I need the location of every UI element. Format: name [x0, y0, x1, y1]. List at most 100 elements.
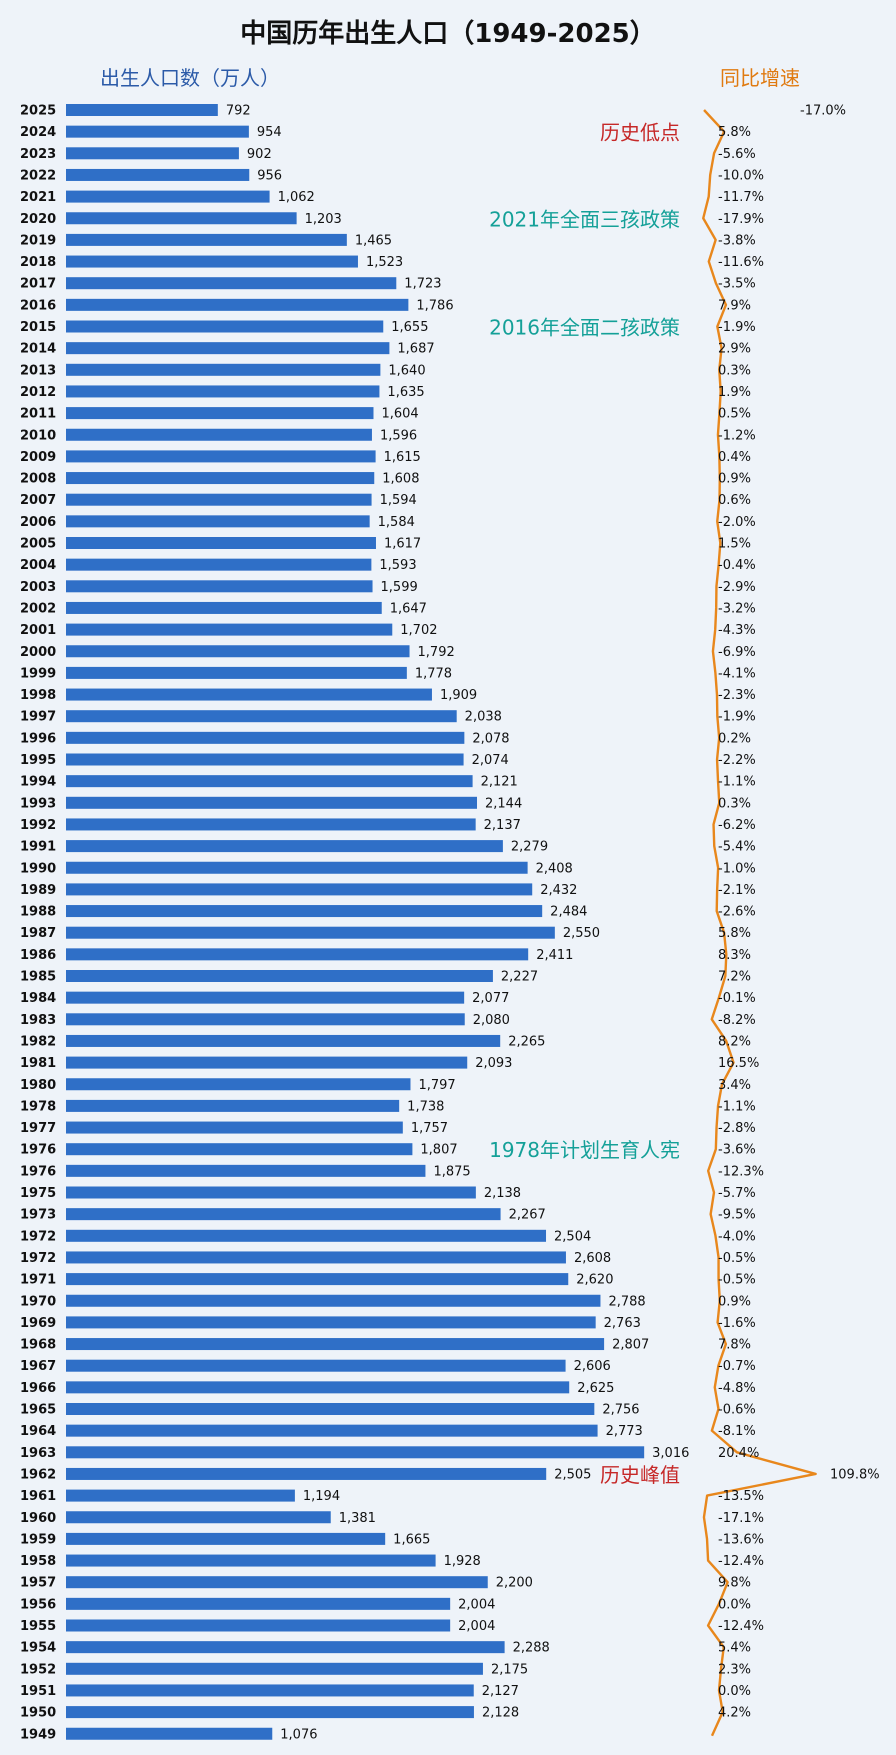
- bar: [66, 363, 381, 376]
- growth-line: [702, 109, 817, 1737]
- bar: [66, 840, 503, 853]
- growth-label: -5.7%: [718, 1186, 756, 1201]
- growth-label: -4.3%: [718, 623, 756, 638]
- year-label: 1999: [20, 666, 56, 681]
- bar: [66, 298, 409, 311]
- value-label: 902: [247, 147, 272, 162]
- bar: [66, 1489, 295, 1502]
- growth-label: -0.4%: [718, 558, 756, 573]
- year-label: 2001: [20, 623, 56, 638]
- year-label: 1986: [20, 948, 56, 963]
- growth-label: 8.3%: [718, 948, 751, 963]
- growth-label: 20.4%: [718, 1446, 759, 1461]
- year-label: 1981: [20, 1056, 56, 1071]
- growth-label: 5.8%: [718, 926, 751, 941]
- growth-label: -6.2%: [718, 818, 756, 833]
- bar: [66, 147, 239, 160]
- value-label: 2,606: [574, 1359, 611, 1374]
- bar: [66, 212, 297, 225]
- bar: [66, 493, 372, 506]
- growth-label: -2.8%: [718, 1121, 756, 1136]
- bar: [66, 515, 370, 528]
- year-label: 1984: [20, 991, 56, 1006]
- bar: [66, 1294, 601, 1307]
- value-label: 2,505: [554, 1467, 591, 1482]
- value-label: 1,792: [418, 645, 455, 660]
- year-label: 2017: [20, 277, 56, 292]
- annotations: 历史低点 2021年全面三孩政策 2016年全面二孩政策 1978年计划生育人宪历史峰…: [489, 121, 680, 1487]
- year-label: 1958: [20, 1554, 56, 1569]
- year-label: 2010: [20, 428, 56, 443]
- growth-label: -17.9%: [718, 212, 764, 227]
- growth-label: 0.2%: [718, 731, 751, 746]
- bar: [66, 1597, 451, 1610]
- bar: [66, 1338, 605, 1351]
- growth-label: -12.3%: [718, 1164, 764, 1179]
- year-label: 1972: [20, 1251, 56, 1266]
- value-label: 2,620: [576, 1273, 613, 1288]
- bar: [66, 233, 347, 246]
- bar: [66, 1359, 566, 1372]
- bar: [66, 970, 493, 982]
- growth-label: -3.6%: [718, 1143, 756, 1158]
- left-axis-label: 出生人口数（万人）: [100, 66, 280, 90]
- value-label: 1,604: [381, 407, 418, 422]
- growth-label: 0.9%: [718, 472, 751, 487]
- year-label: 1982: [20, 1034, 56, 1049]
- value-label: 1,381: [339, 1511, 376, 1526]
- bar: [66, 168, 250, 181]
- year-label: 1963: [20, 1446, 56, 1461]
- year-label: 1955: [20, 1619, 56, 1634]
- year-label: 2009: [20, 450, 56, 465]
- value-label: 1,807: [420, 1143, 457, 1158]
- value-label: 1,875: [433, 1164, 470, 1179]
- value-label: 792: [226, 104, 251, 119]
- growth-label: -13.5%: [718, 1489, 764, 1504]
- value-label: 1,647: [390, 601, 427, 616]
- value-label: 2,004: [458, 1619, 495, 1634]
- year-label: 1960: [20, 1511, 56, 1526]
- year-label: 1989: [20, 883, 56, 898]
- year-label: 1994: [20, 775, 56, 790]
- growth-label: -3.2%: [718, 601, 756, 616]
- value-label: 1,194: [303, 1489, 340, 1504]
- growth-label: 5.4%: [718, 1641, 751, 1656]
- value-label: 2,279: [511, 840, 548, 855]
- value-label: 2,038: [465, 710, 502, 725]
- value-label: 2,004: [458, 1597, 495, 1612]
- value-label: 2,121: [481, 775, 518, 790]
- value-label: 2,093: [475, 1056, 512, 1071]
- year-label: 1978: [20, 1099, 56, 1114]
- year-label: 1969: [20, 1316, 56, 1331]
- bar: [66, 277, 397, 290]
- year-label: 1968: [20, 1338, 56, 1353]
- bar: [66, 1121, 403, 1134]
- bar: [66, 1229, 547, 1242]
- year-label: 2021: [20, 190, 56, 205]
- growth-label: -0.5%: [718, 1273, 756, 1288]
- annotation-label: 1978年计划生育人宪: [489, 1138, 680, 1162]
- growth-label: -12.4%: [718, 1554, 764, 1569]
- growth-label: -6.9%: [718, 645, 756, 660]
- growth-label: -0.6%: [718, 1403, 756, 1418]
- year-label: 2024: [20, 125, 56, 140]
- bar: [66, 472, 375, 485]
- annotation-label: 2016年全面二孩政策: [489, 316, 680, 340]
- value-label: 1,909: [440, 688, 477, 703]
- year-label: 2003: [20, 580, 56, 595]
- growth-label: 0.4%: [718, 450, 751, 465]
- growth-label: 5.8%: [718, 125, 751, 140]
- year-label: 1983: [20, 1013, 56, 1028]
- value-label: 1,687: [397, 342, 434, 357]
- value-label: 2,267: [509, 1208, 546, 1223]
- value-label: 2,763: [604, 1316, 641, 1331]
- growth-label: -11.6%: [718, 255, 764, 270]
- growth-label: -4.1%: [718, 666, 756, 681]
- bar: [66, 623, 393, 636]
- bar: [66, 428, 372, 441]
- value-label: 2,432: [540, 883, 577, 898]
- bar: [66, 558, 372, 571]
- bar: [66, 645, 410, 658]
- bar: [66, 818, 476, 831]
- bar: [66, 861, 528, 874]
